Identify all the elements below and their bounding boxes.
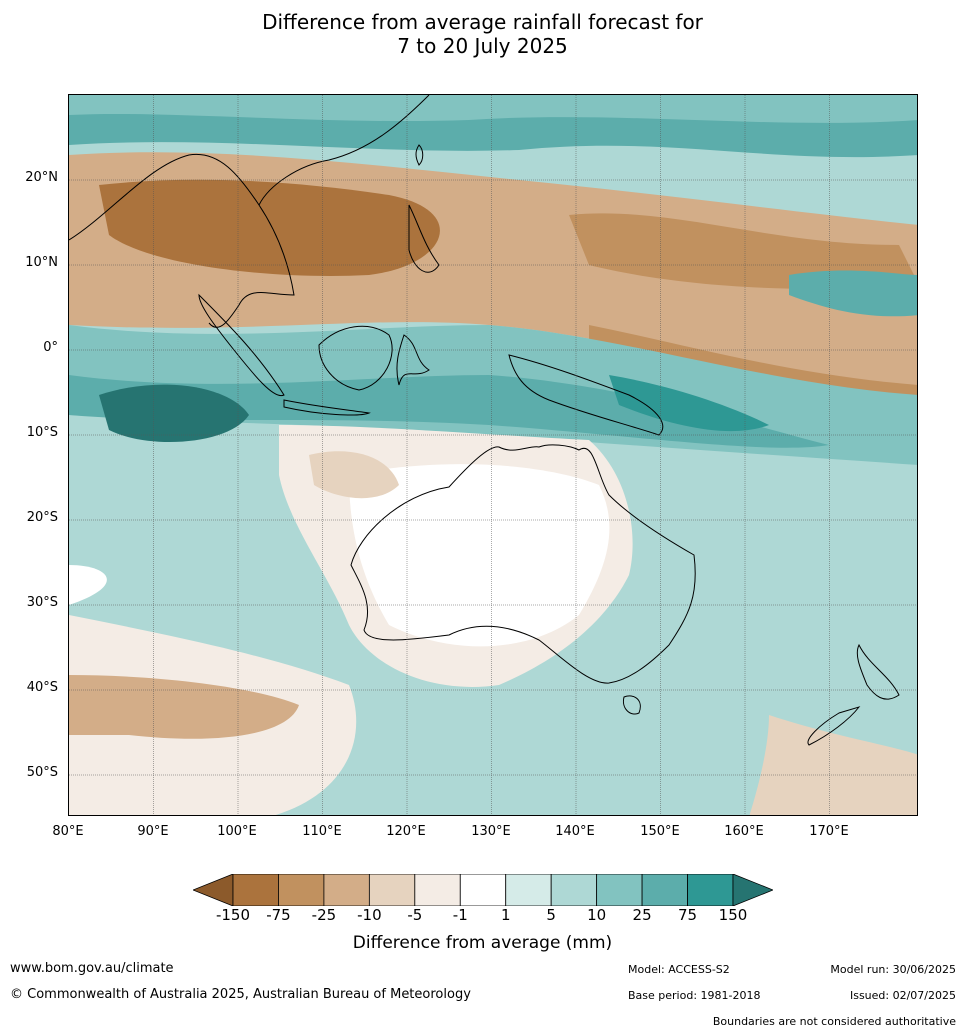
colorbar-max-arrow: [732, 873, 775, 907]
colorbar-tick-label: -1: [452, 906, 468, 924]
lon-label-100e: 100°E: [217, 824, 257, 839]
lat-label-30s: 30°S: [26, 595, 58, 610]
footer-copyright: © Commonwealth of Australia 2025, Austra…: [10, 987, 471, 1002]
lon-label-160e: 160°E: [724, 824, 764, 839]
colorbar-swatch: [368, 873, 416, 907]
lon-label-170e: 170°E: [809, 824, 849, 839]
lat-label-0: 0°: [43, 340, 58, 355]
lon-label-130e: 130°E: [471, 824, 511, 839]
colorbar-swatch: [414, 873, 461, 907]
colorbar-tick-label: -10: [357, 906, 382, 924]
colorbar-tick-label: -75: [266, 906, 291, 924]
footer-url[interactable]: www.bom.gov.au/climate: [10, 961, 174, 976]
lon-label-140e: 140°E: [555, 824, 595, 839]
map-title: Difference from average rainfall forecas…: [0, 10, 965, 58]
title-line-2: 7 to 20 July 2025: [397, 34, 568, 58]
colorbar-tick-label: 25: [632, 906, 652, 924]
colorbar-swatch: [278, 873, 325, 907]
title-line-1: Difference from average rainfall forecas…: [262, 10, 703, 34]
lon-label-110e: 110°E: [302, 824, 342, 839]
colorbar-swatch: [323, 873, 370, 907]
footer-issued: Issued: 02/07/2025: [849, 989, 956, 1002]
colorbar-tick-label: 5: [546, 906, 556, 924]
colorbar-swatch: [596, 873, 643, 907]
lat-label-50s: 50°S: [26, 765, 58, 780]
lat-label-10s: 10°S: [26, 425, 58, 440]
map-canvas: [69, 95, 917, 815]
colorbar-swatch: [687, 873, 734, 907]
colorbar-tick-label: 150: [718, 906, 748, 924]
colorbar-label: Difference from average (mm): [352, 933, 613, 953]
rainfall-map: [68, 94, 918, 816]
footer-base-period: Base period: 1981-2018: [628, 989, 761, 1002]
lat-label-10n: 10°N: [25, 255, 58, 270]
lat-label-40s: 40°S: [26, 680, 58, 695]
colorbar-swatch: [232, 873, 279, 907]
colorbar: [191, 873, 775, 910]
colorbar-tick-label: 10: [587, 906, 607, 924]
lon-label-120e: 120°E: [386, 824, 426, 839]
footer-disclaimer: Boundaries are not considered authoritat…: [712, 1015, 956, 1028]
colorbar-tick-label: -25: [311, 906, 337, 924]
colorbar-tick-label: -5: [407, 906, 423, 924]
colorbar-tick-label: 1: [500, 906, 511, 924]
colorbar-tick-label: -150: [215, 906, 251, 924]
lon-label-80e: 80°E: [52, 824, 84, 839]
lon-label-150e: 150°E: [640, 824, 680, 839]
colorbar-min-arrow: [191, 873, 234, 907]
colorbar-swatch: [459, 873, 507, 907]
lat-label-20n: 20°N: [25, 170, 58, 185]
colorbar-swatch: [550, 873, 598, 907]
footer-model-run: Model run: 30/06/2025: [830, 963, 956, 976]
colorbar-swatch: [505, 873, 552, 907]
colorbar-svg: [191, 873, 775, 907]
colorbar-swatch: [641, 873, 688, 907]
footer-model: Model: ACCESS-S2: [628, 963, 730, 976]
lon-label-90e: 90°E: [137, 824, 169, 839]
lat-label-20s: 20°S: [26, 510, 58, 525]
colorbar-tick-label: 75: [677, 906, 698, 924]
